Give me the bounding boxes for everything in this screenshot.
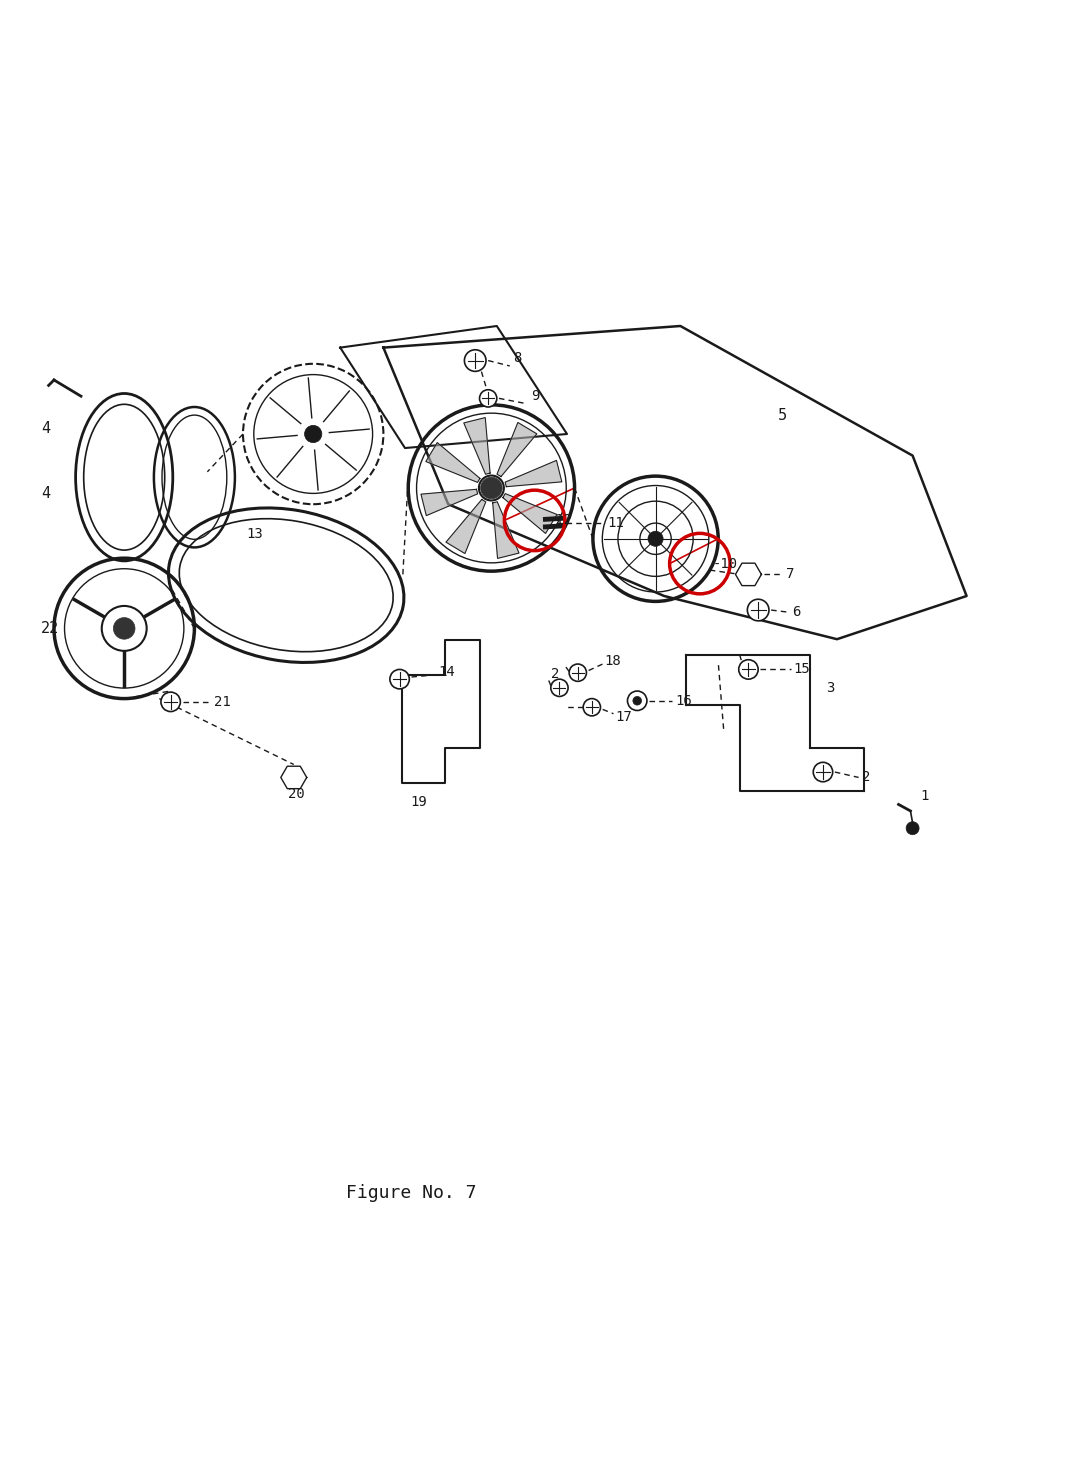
Circle shape bbox=[648, 531, 663, 547]
Text: 5: 5 bbox=[778, 408, 786, 423]
Text: 21: 21 bbox=[214, 694, 231, 709]
Circle shape bbox=[583, 699, 600, 716]
Circle shape bbox=[113, 617, 135, 639]
Circle shape bbox=[481, 477, 502, 499]
Circle shape bbox=[551, 680, 568, 696]
Circle shape bbox=[747, 599, 769, 621]
Text: 9: 9 bbox=[531, 389, 540, 404]
Text: 4: 4 bbox=[41, 421, 50, 436]
Polygon shape bbox=[735, 563, 761, 586]
Text: -12: -12 bbox=[548, 513, 572, 528]
Polygon shape bbox=[446, 500, 486, 554]
Text: Figure No. 7: Figure No. 7 bbox=[346, 1184, 476, 1202]
Polygon shape bbox=[463, 418, 490, 474]
Circle shape bbox=[305, 425, 322, 443]
Text: 14: 14 bbox=[438, 665, 456, 678]
Circle shape bbox=[906, 822, 919, 835]
Text: 8: 8 bbox=[513, 351, 522, 366]
Polygon shape bbox=[421, 490, 477, 516]
Text: 20: 20 bbox=[288, 787, 306, 801]
Polygon shape bbox=[492, 501, 519, 558]
Polygon shape bbox=[281, 766, 307, 788]
Text: 19: 19 bbox=[410, 795, 428, 810]
Text: 7: 7 bbox=[786, 567, 795, 582]
Text: 1: 1 bbox=[920, 789, 929, 803]
Text: 6: 6 bbox=[792, 605, 800, 620]
Text: 15: 15 bbox=[794, 662, 811, 677]
Text: 11: 11 bbox=[607, 516, 624, 529]
Text: 3: 3 bbox=[826, 681, 835, 694]
Text: 4: 4 bbox=[41, 485, 50, 501]
Circle shape bbox=[390, 670, 409, 689]
Text: 2: 2 bbox=[862, 770, 870, 785]
Text: 22: 22 bbox=[41, 621, 59, 636]
Circle shape bbox=[633, 696, 642, 705]
Circle shape bbox=[161, 692, 180, 712]
Polygon shape bbox=[497, 423, 537, 477]
Text: 13: 13 bbox=[246, 528, 264, 541]
Circle shape bbox=[480, 390, 497, 406]
Circle shape bbox=[464, 349, 486, 371]
Text: -10: -10 bbox=[713, 557, 738, 570]
Circle shape bbox=[739, 659, 758, 680]
Polygon shape bbox=[426, 443, 480, 482]
Text: 16: 16 bbox=[675, 694, 692, 708]
Text: 18: 18 bbox=[605, 654, 622, 668]
Circle shape bbox=[813, 762, 833, 782]
Text: 17: 17 bbox=[616, 711, 633, 724]
Polygon shape bbox=[503, 494, 557, 534]
Circle shape bbox=[569, 664, 586, 681]
Text: 2: 2 bbox=[551, 667, 559, 681]
Polygon shape bbox=[505, 461, 562, 487]
